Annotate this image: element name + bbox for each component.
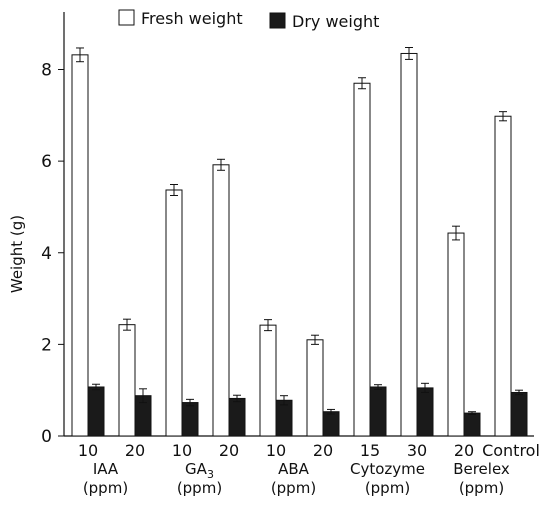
bar-fresh-weight xyxy=(306,339,324,437)
y-tick-label: 0 xyxy=(41,427,52,447)
bar-dry-weight xyxy=(510,391,528,437)
bar-fresh-weight xyxy=(212,164,230,437)
x-group-unit-label: (ppm) xyxy=(459,479,504,497)
x-category-label: 10 xyxy=(266,441,286,460)
x-group-unit-label: (ppm) xyxy=(177,479,222,497)
y-tick-label: 8 xyxy=(41,61,52,81)
x-category-label: 10 xyxy=(172,441,192,460)
y-tick-label: 4 xyxy=(41,244,52,264)
y-axis-label: Weight (g) xyxy=(8,215,26,293)
x-group-label: Berelex xyxy=(453,460,510,478)
bar-fresh-weight xyxy=(494,115,512,437)
x-category-label: 20 xyxy=(125,441,145,460)
y-tick-label: 2 xyxy=(41,335,52,355)
bar-dry-weight xyxy=(87,386,105,437)
y-tick-label: 6 xyxy=(41,152,52,172)
x-group-unit-label: (ppm) xyxy=(83,479,128,497)
bar-dry-weight xyxy=(322,411,340,437)
x-group-unit-label: (ppm) xyxy=(365,479,410,497)
x-category-label: 10 xyxy=(78,441,98,460)
x-group-label: Cytozyme xyxy=(350,460,425,478)
x-category-label: 20 xyxy=(454,441,474,460)
legend-swatch-fresh-weight xyxy=(118,9,135,26)
x-group-label-subscript: 3 xyxy=(207,468,214,481)
x-group-label: ABA xyxy=(278,460,310,478)
bar-fresh-weight xyxy=(71,54,89,437)
bar-fresh-weight xyxy=(400,52,418,437)
bar-dry-weight xyxy=(416,387,434,437)
x-group-label: GA3 xyxy=(185,460,214,481)
bar-dry-weight xyxy=(275,399,293,437)
legend-label-dry-weight: Dry weight xyxy=(292,12,379,31)
bar-dry-weight xyxy=(228,397,246,437)
bar-fresh-weight xyxy=(118,324,136,437)
bar-dry-weight xyxy=(181,402,199,437)
x-group-unit-label: (ppm) xyxy=(271,479,316,497)
bar-fresh-weight xyxy=(165,189,183,437)
legend: Fresh weight Dry weight xyxy=(118,9,379,31)
bar-fresh-weight xyxy=(353,82,371,437)
x-category-label: 20 xyxy=(313,441,333,460)
bar-dry-weight xyxy=(369,386,387,437)
bar-fresh-weight xyxy=(447,232,465,437)
bar-fresh-weight xyxy=(259,324,277,437)
bar-dry-weight xyxy=(463,412,481,437)
x-category-label: Control xyxy=(482,441,539,460)
x-category-label: 15 xyxy=(360,441,380,460)
x-category-label: 20 xyxy=(219,441,239,460)
x-group-label: IAA xyxy=(93,460,119,478)
legend-label-fresh-weight: Fresh weight xyxy=(141,9,243,28)
x-category-label: 30 xyxy=(407,441,427,460)
legend-swatch-dry-weight xyxy=(269,12,286,29)
